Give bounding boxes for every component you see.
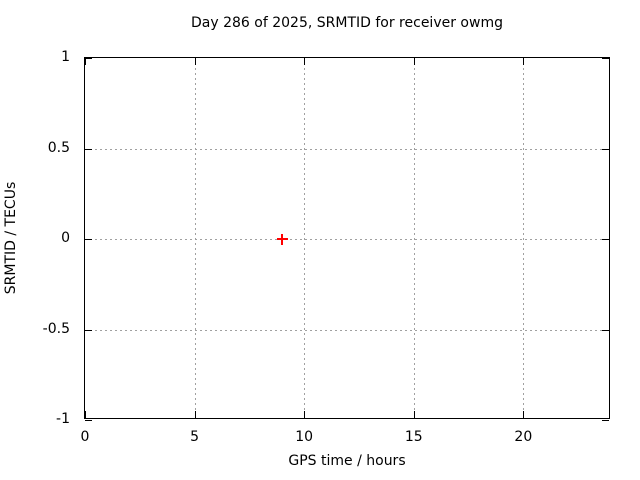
y-tick-mark <box>85 58 92 59</box>
horizontal-gridline <box>85 239 609 240</box>
x-tick-label: 0 <box>80 429 90 445</box>
x-tick-mark <box>304 58 306 65</box>
x-tick-label: 15 <box>404 429 423 445</box>
x-tick-mark <box>194 58 196 65</box>
horizontal-gridline <box>85 329 609 331</box>
vertical-gridline <box>523 58 525 418</box>
y-tick-label: 0 <box>61 230 70 246</box>
y-tick-mark <box>85 420 92 421</box>
x-tick-mark <box>413 411 415 418</box>
x-tick-label: 20 <box>514 429 533 445</box>
x-tick-mark <box>523 58 525 65</box>
vertical-gridline <box>194 58 196 418</box>
y-tick-mark <box>85 329 92 331</box>
x-tick-label: 5 <box>190 429 200 445</box>
x-tick-mark <box>304 411 306 418</box>
y-tick-label: 0.5 <box>47 139 70 156</box>
x-tick-mark <box>194 411 196 418</box>
x-tick-mark <box>523 411 525 418</box>
plot-area: 0 5 10 15 20 1 0.5 0 -0.5 -1 <box>43 49 610 445</box>
y-tick-mark <box>602 329 609 331</box>
x-tick-label: 10 <box>295 429 314 445</box>
y-tick-mark <box>602 420 609 421</box>
y-tick-mark <box>85 239 92 240</box>
vertical-gridline <box>413 58 415 418</box>
x-tick-mark <box>85 411 86 418</box>
y-tick-label: -1 <box>56 411 70 427</box>
chart-title: Day 286 of 2025, SRMTID for receiver owm… <box>191 15 503 31</box>
y-tick-mark <box>85 148 92 150</box>
vertical-gridline <box>304 58 306 418</box>
data-point-marker <box>276 233 288 245</box>
y-tick-mark <box>602 148 609 150</box>
horizontal-gridline <box>85 148 609 150</box>
y-tick-mark <box>602 239 609 240</box>
x-tick-mark <box>413 58 415 65</box>
x-axis-label: GPS time / hours <box>288 453 406 469</box>
y-tick-label: 1 <box>61 49 70 65</box>
marker-vertical-bar <box>281 233 284 245</box>
y-axis-label: SRMTID / TECUs <box>3 181 19 295</box>
x-tick-mark <box>85 58 86 65</box>
y-tick-label: -0.5 <box>42 320 70 337</box>
y-tick-mark <box>602 58 609 59</box>
